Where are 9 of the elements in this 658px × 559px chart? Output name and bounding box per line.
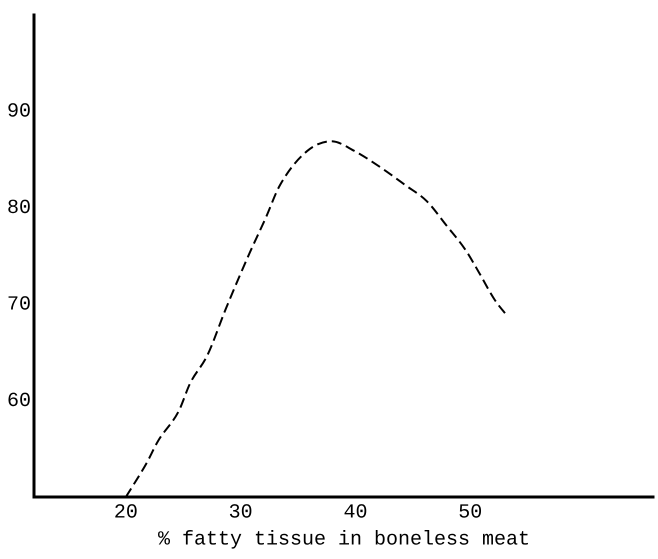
- y-tick-label: 60: [6, 390, 32, 413]
- y-tick-label: 80: [6, 197, 32, 220]
- x-tick-label: 30: [228, 501, 253, 524]
- y-tick-label: 70: [6, 293, 32, 316]
- x-axis-title: % fatty tissue in boneless meat: [158, 528, 530, 552]
- x-tick-label: 20: [114, 501, 138, 524]
- x-tick-label: 50: [458, 501, 482, 524]
- y-tick-label: 90: [6, 100, 32, 124]
- x-tick-label: 40: [343, 501, 368, 524]
